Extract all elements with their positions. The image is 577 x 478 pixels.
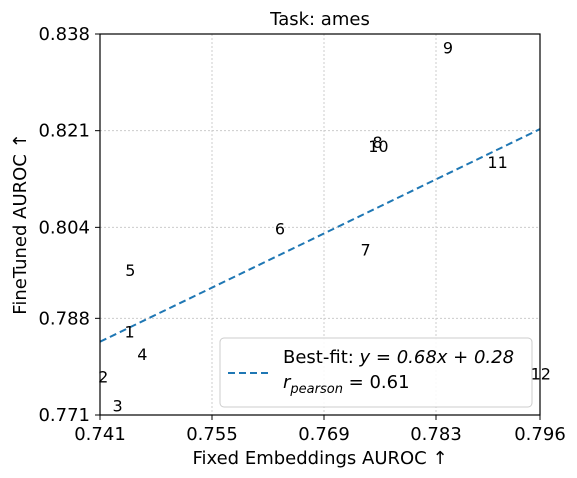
x-tick-label: 0.796 — [514, 424, 566, 445]
point-label-11: 11 — [487, 153, 507, 172]
legend-box — [219, 337, 533, 408]
y-axis-label: FineTuned AUROC ↑ — [10, 133, 31, 314]
x-tick-label: 0.783 — [410, 424, 462, 445]
legend-pearson-label: rpearson = 0.61 — [283, 372, 410, 397]
point-label-2: 2 — [98, 367, 108, 386]
x-tick-label: 0.755 — [186, 424, 238, 445]
point-label-3: 3 — [113, 396, 123, 415]
legend-fit-equation: y = 0.68x + 0.28 — [359, 347, 515, 368]
x-tick-label: 0.769 — [298, 424, 350, 445]
point-label-5: 5 — [125, 261, 135, 280]
chart-title: Task: ames — [269, 9, 370, 30]
y-tick-label: 0.804 — [38, 217, 90, 238]
legend-pearson-symbol: r — [283, 372, 292, 393]
y-axis-ticks: 0.771 0.788 0.804 0.821 0.838 — [38, 24, 100, 426]
legend-pearson-subscript: pearson — [289, 382, 343, 397]
point-label-10: 10 — [368, 137, 388, 156]
y-tick-label: 0.838 — [38, 24, 90, 45]
legend-fit-prefix: Best-fit: — [283, 347, 360, 368]
x-axis-label: Fixed Embeddings AUROC ↑ — [192, 448, 447, 469]
legend: Best-fit: y = 0.68x + 0.28 rpearson = 0.… — [219, 337, 533, 408]
point-label-12: 12 — [531, 364, 551, 383]
y-tick-label: 0.771 — [38, 405, 90, 426]
point-label-8: 8 — [373, 133, 383, 152]
legend-pearson-value: = 0.61 — [343, 372, 410, 393]
x-tick-label: 0.741 — [74, 424, 126, 445]
point-label-9: 9 — [443, 39, 453, 58]
point-label-7: 7 — [361, 241, 371, 260]
x-axis-ticks: 0.741 0.755 0.769 0.783 0.796 — [74, 415, 566, 445]
y-tick-label: 0.788 — [38, 308, 90, 329]
plot-frame — [99, 33, 541, 416]
point-label-6: 6 — [275, 219, 285, 238]
point-label-4: 4 — [137, 345, 147, 364]
best-fit-line — [100, 128, 540, 343]
y-tick-label: 0.821 — [38, 121, 90, 142]
point-label-1: 1 — [125, 322, 135, 341]
legend-fit-label: Best-fit: y = 0.68x + 0.28 — [283, 347, 514, 368]
